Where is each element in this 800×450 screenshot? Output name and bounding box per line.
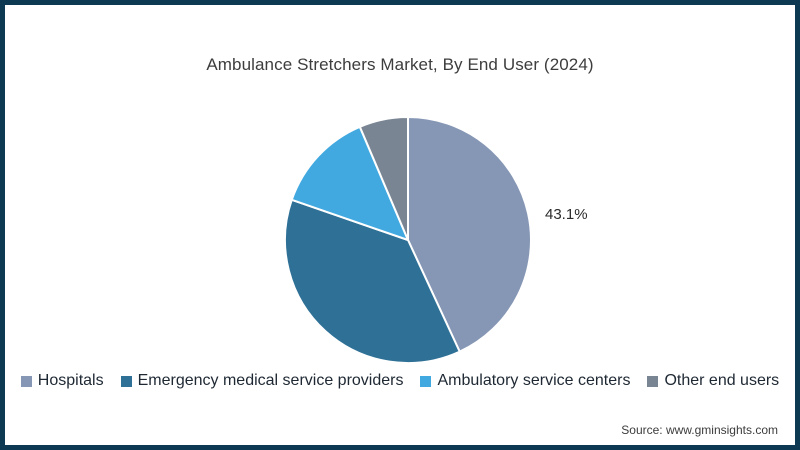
pie-data-label-hospitals: 43.1%	[545, 206, 588, 223]
legend-item-other-end-users: Other end users	[647, 372, 779, 390]
legend-label: Other end users	[664, 372, 780, 389]
chart-legend: Hospitals Emergency medical service provi…	[5, 372, 795, 390]
pie-slice-other-end-users	[358, 116, 409, 241]
pie-chart	[273, 105, 543, 375]
legend-item-emergency-medical-service-providers: Emergency medical service providers	[120, 372, 404, 390]
chart-title: Ambulance Stretchers Market, By End User…	[206, 55, 594, 74]
legend-marker-icon	[420, 375, 432, 387]
legend-label: Hospitals	[37, 372, 104, 389]
source-note: Source: www.gminsights.com	[621, 423, 778, 437]
legend-label: Emergency medical service providers	[137, 372, 404, 389]
legend-marker-icon	[647, 375, 659, 387]
legend-marker-icon	[20, 375, 32, 387]
pie-chart-svg	[284, 116, 532, 364]
pie-slice-ambulatory-service-centers	[290, 125, 409, 241]
pie-slice-hospitals	[407, 116, 532, 353]
legend-label: Ambulatory service centers	[437, 372, 631, 389]
legend-item-hospitals: Hospitals	[20, 372, 104, 390]
legend-item-ambulatory-service-centers: Ambulatory service centers	[420, 372, 630, 390]
pie-slice-emergency-medical-service-providers	[284, 198, 461, 364]
legend-marker-icon	[120, 375, 132, 387]
